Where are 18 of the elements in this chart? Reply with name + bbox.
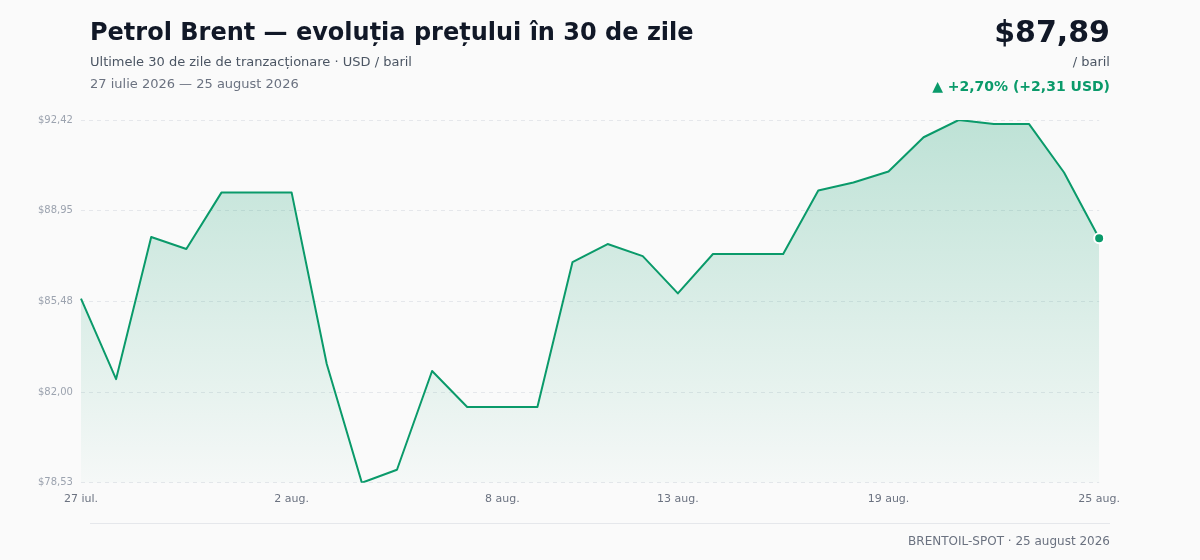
x-tick-label: 19 aug. [867, 492, 910, 506]
text: ▲ +2,70% (+2,31 USD) [932, 78, 1110, 94]
y-tick-label: $78,53 [37, 476, 73, 488]
y-tick-label: $82,00 [37, 385, 73, 397]
x-tick-label: 27 iul. [63, 492, 99, 506]
x-tick-label: 25 aug. [1078, 492, 1120, 506]
text: 27 iulie 2026 — 25 august 2026 [90, 76, 299, 91]
y-tick-label: $92,42 [37, 113, 73, 125]
text: $87,89 [994, 14, 1110, 49]
text: BRENTOIL-SPOT · 25 august 2026 [908, 534, 1110, 548]
x-tick-label: 2 aug. [274, 492, 309, 506]
x-tick-label: 13 aug. [657, 492, 699, 506]
x-tick-label: 8 aug. [484, 492, 520, 506]
text: / baril [1072, 54, 1110, 69]
y-tick-label: $88,95 [37, 204, 73, 216]
chart-subtitle: Ultimele 30 de zile de tranzacționare · USD / baril [90, 54, 412, 69]
y-tick-label: $85,48 [37, 294, 73, 306]
chart-title: Petrol Brent — evoluția prețului în 30 de zile [90, 18, 694, 46]
